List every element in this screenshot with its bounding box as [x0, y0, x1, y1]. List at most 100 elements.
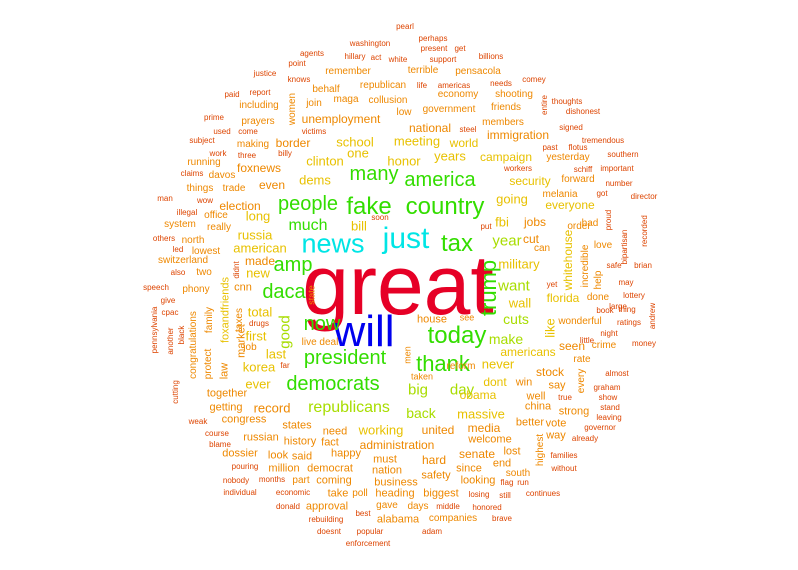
cloud-word-administration: administration	[359, 438, 435, 452]
cloud-word-continues: continues	[525, 489, 561, 498]
cloud-word-bad: bad	[581, 218, 599, 229]
cloud-word-part: part	[292, 475, 310, 486]
cloud-word-soon: soon	[371, 213, 389, 222]
cloud-word-ratings: ratings	[616, 318, 642, 327]
cloud-word-two: two	[196, 267, 212, 278]
cloud-word-republican: republican	[359, 80, 407, 91]
cloud-word-agents: agents	[299, 49, 325, 58]
cloud-word-present: present	[420, 44, 448, 53]
cloud-word-governor: governor	[584, 423, 616, 432]
cloud-word-honor: honor	[387, 153, 421, 169]
cloud-word-fact: fact	[321, 436, 339, 449]
cloud-word-win: win	[515, 376, 533, 389]
cloud-word-ever: ever	[245, 376, 271, 392]
cloud-word-thank: thank	[416, 351, 470, 376]
cloud-word-every: every	[576, 368, 587, 394]
cloud-word-prayers: prayers	[241, 116, 275, 127]
cloud-word-schiff: schiff	[573, 165, 593, 174]
cloud-word-bipartisan: bipartisan	[620, 229, 629, 265]
cloud-word-davos: davos	[208, 170, 236, 181]
cloud-word-lottery: lottery	[623, 291, 645, 300]
cloud-word-protect: protect	[203, 348, 214, 380]
cloud-word-subject: subject	[189, 136, 215, 145]
cloud-word-approval: approval	[305, 500, 349, 513]
cloud-word-got: got	[596, 189, 608, 198]
cloud-word-flag: flag	[500, 478, 514, 487]
cloud-word-making: making	[236, 139, 270, 150]
cloud-word-important: important	[600, 164, 634, 173]
cloud-word-will: will	[333, 307, 395, 356]
cloud-word-donald: donald	[275, 502, 301, 511]
cloud-word-unemployment: unemployment	[301, 112, 381, 126]
cloud-word-today: today	[427, 322, 487, 349]
cloud-word-cnn: cnn	[234, 281, 252, 294]
cloud-word-state: state	[306, 285, 317, 305]
cloud-word-led: led	[172, 245, 184, 254]
cloud-word-poll: poll	[352, 488, 368, 499]
cloud-word-work: work	[209, 149, 227, 158]
cloud-word-course: course	[204, 429, 230, 438]
cloud-word-clinton: clinton	[306, 153, 344, 169]
cloud-word-three: three	[237, 151, 257, 160]
cloud-word-money: money	[631, 339, 657, 348]
cloud-word-help: help	[593, 270, 604, 290]
cloud-word-americas: americas	[437, 81, 471, 90]
cloud-word-rate: rate	[573, 354, 591, 365]
cloud-word-house: house	[417, 313, 447, 326]
cloud-word-washington: washington	[349, 39, 391, 48]
cloud-word-never: never	[481, 356, 515, 372]
cloud-word-report: report	[249, 88, 271, 97]
cloud-word-safe: safe	[606, 261, 622, 270]
cloud-word-lost: lost	[503, 445, 521, 458]
cloud-word-best: best	[355, 509, 371, 518]
cloud-word-little: little	[579, 336, 595, 345]
cloud-word-man: man	[157, 194, 173, 203]
cloud-word-live-deal: live deal	[301, 337, 339, 348]
cloud-word-wow: wow	[196, 196, 214, 205]
cloud-word-thoughts: thoughts	[551, 97, 583, 106]
cloud-word-flotus: flotus	[568, 143, 588, 152]
cloud-word-act: act	[370, 53, 382, 62]
cloud-word-companies: companies	[428, 513, 478, 524]
cloud-word-melania: melania	[542, 189, 578, 200]
cloud-word-end: end	[492, 457, 512, 470]
cloud-word-large: large	[609, 302, 627, 311]
cloud-word-day: day	[449, 381, 475, 399]
cloud-word-things: things	[186, 183, 214, 194]
cloud-word-years: years	[434, 148, 466, 164]
cloud-word-america: america	[404, 169, 476, 191]
cloud-word-massive: massive	[457, 406, 505, 422]
cloud-word-china: china	[524, 400, 552, 413]
cloud-word-southern: southern	[607, 150, 639, 159]
cloud-word-graham: graham	[593, 383, 621, 392]
cloud-word-campaign: campaign	[479, 150, 533, 164]
cloud-word-done: done	[586, 292, 610, 303]
cloud-word-business: business	[374, 476, 418, 489]
cloud-word-even: even	[258, 178, 286, 192]
cloud-word-russian: russian	[243, 431, 279, 444]
cloud-word-trump: trump	[476, 259, 501, 317]
cloud-word-others: others	[152, 234, 176, 243]
cloud-word-obama: obama	[459, 388, 497, 402]
cloud-word-economic: economic	[275, 488, 311, 497]
cloud-word-school: school	[336, 134, 374, 150]
cloud-word-total: total	[247, 304, 273, 320]
cloud-word-almost: almost	[605, 369, 629, 378]
cloud-word-made: made	[244, 254, 276, 268]
cloud-word-remember: remember	[325, 66, 371, 77]
cloud-word-history: history	[283, 435, 317, 448]
cloud-word-hard: hard	[421, 453, 447, 467]
cloud-word-president: president	[303, 347, 387, 369]
cloud-word-crime: crime	[591, 340, 617, 351]
cloud-word-foxandfriends: foxandfriends	[219, 276, 232, 344]
cloud-word-better: better	[515, 416, 545, 429]
cloud-word-victims: victims	[301, 127, 327, 136]
cloud-word-men: men	[402, 346, 413, 364]
cloud-word-night: night	[600, 329, 618, 338]
cloud-word-seen: seen	[558, 339, 586, 353]
cloud-word-past: past	[542, 143, 558, 152]
cloud-word-billions: billions	[478, 52, 504, 61]
cloud-word-like: like	[542, 318, 558, 338]
cloud-word-shooting: shooting	[495, 89, 533, 100]
cloud-word-signed: signed	[559, 123, 583, 132]
